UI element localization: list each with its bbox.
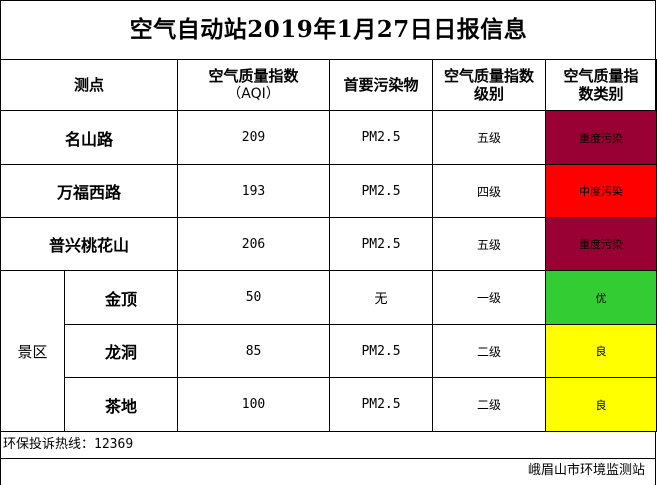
header-category-line2: 数类别 <box>578 85 624 103</box>
hotline-label: 环保投诉热线： <box>3 437 95 452</box>
table-row: 万福西路 193 PM2.5 四级 中度污染 <box>0 164 657 218</box>
site-name: 万福西路 <box>0 164 179 218</box>
aqi-value: 85 <box>177 324 331 378</box>
header-category: 空气质量指 数类别 <box>545 59 657 111</box>
header-aqi-title: 空气质量指数 <box>208 67 299 85</box>
aqi-value: 50 <box>177 270 331 325</box>
aqi-category: 良 <box>545 377 657 432</box>
header-pollutant: 首要污染物 <box>329 59 434 111</box>
table-row: 龙洞 85 PM2.5 二级 良 <box>1 324 657 378</box>
site-name: 金顶 <box>63 270 179 325</box>
aqi-category: 重度污染 <box>545 217 657 271</box>
header-aqi: 空气质量指数 （AQI） <box>177 59 331 111</box>
aqi-value: 206 <box>177 217 331 271</box>
header-aqi-sub: （AQI） <box>227 86 280 102</box>
table-row: 普兴桃花山 206 PM2.5 五级 重度污染 <box>0 217 657 271</box>
top-border <box>0 0 656 1</box>
aqi-grade: 四级 <box>432 164 547 218</box>
aqi-category: 重度污染 <box>545 110 657 165</box>
header-grade: 空气质量指数 级别 <box>432 59 547 111</box>
site-name: 名山路 <box>0 110 179 165</box>
aqi-grade: 一级 <box>432 270 547 325</box>
table-row: 名山路 209 PM2.5 五级 重度污染 <box>0 110 657 165</box>
primary-pollutant: PM2.5 <box>329 164 434 218</box>
primary-pollutant: PM2.5 <box>329 377 434 432</box>
table-row: 景区 金顶 50 无 一级 优 <box>0 270 657 432</box>
aqi-grade: 五级 <box>432 110 547 165</box>
primary-pollutant: PM2.5 <box>329 217 434 271</box>
hotline-number: 12369 <box>94 437 134 452</box>
agency-name: 峨眉山市环境监测站 <box>527 463 645 478</box>
scenic-area-label: 景区 <box>0 270 65 432</box>
header-row: 测点 空气质量指数 （AQI） 首要污染物 空气质量指数 级别 空气质量指 数类… <box>0 59 657 111</box>
header-category-line1: 空气质量指 <box>563 67 639 85</box>
footer-divider <box>0 458 656 459</box>
site-name: 茶地 <box>63 377 179 432</box>
header-grade-line1: 空气质量指数 <box>444 67 535 85</box>
aqi-value: 100 <box>177 377 331 432</box>
primary-pollutant: PM2.5 <box>329 110 434 165</box>
aqi-category: 优 <box>545 270 657 325</box>
table-row: 茶地 100 PM2.5 二级 良 <box>1 377 657 432</box>
aqi-value: 193 <box>177 164 331 218</box>
header-grade-line2: 级别 <box>474 85 505 103</box>
report-title: 空气自动站2019年1月27日日报信息 <box>129 16 528 43</box>
aqi-value: 209 <box>177 110 331 165</box>
primary-pollutant: PM2.5 <box>329 324 434 378</box>
aqi-grade: 五级 <box>432 217 547 271</box>
aqi-category: 中度污染 <box>545 164 657 218</box>
header-site: 测点 <box>0 59 179 111</box>
aqi-table: 测点 空气质量指数 （AQI） 首要污染物 空气质量指数 级别 空气质量指 数类… <box>0 59 657 432</box>
primary-pollutant: 无 <box>329 270 434 325</box>
site-name: 普兴桃花山 <box>0 217 179 271</box>
aqi-category: 良 <box>545 324 657 378</box>
site-name: 龙洞 <box>63 324 179 378</box>
aqi-grade: 二级 <box>432 324 547 378</box>
aqi-grade: 二级 <box>432 377 547 432</box>
complaint-hotline: 环保投诉热线：12369 <box>3 432 133 458</box>
